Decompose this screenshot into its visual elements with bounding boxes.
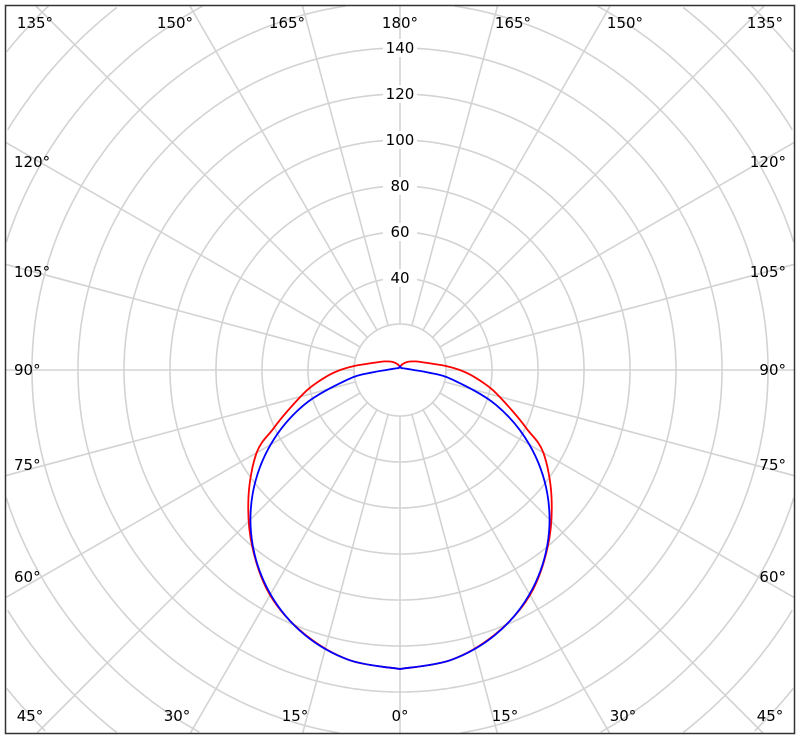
angle-label: 150°	[157, 14, 193, 32]
angle-label: 0°	[391, 707, 408, 725]
grid-ring	[5, 5, 795, 733]
grid	[5, 5, 795, 734]
grid-spoke	[5, 381, 356, 477]
radial-tick-label: 40	[390, 269, 409, 287]
angle-label: 45°	[757, 707, 784, 725]
angle-label: 120°	[14, 153, 50, 171]
angle-label: 45°	[17, 707, 44, 725]
series-curve-2	[249, 365, 551, 670]
angle-label: 75°	[759, 456, 786, 474]
radial-label-bg	[383, 85, 417, 103]
radial-label-bg	[383, 223, 417, 241]
grid-spoke	[5, 263, 356, 359]
angle-label: 105°	[14, 263, 50, 281]
angle-label: 15°	[282, 707, 309, 725]
radial-tick-label: 60	[390, 223, 409, 241]
grid-spoke	[5, 141, 361, 348]
radial-tick-label: 80	[390, 177, 409, 195]
grid-ring	[31, 5, 769, 734]
grid-spoke	[301, 414, 389, 734]
radial-label-bg	[383, 269, 417, 287]
radial-label-bg	[383, 131, 417, 149]
radial-label-bg	[383, 177, 417, 195]
plot-frame	[4, 4, 796, 735]
grid-ring	[353, 323, 447, 417]
angle-label: 60°	[759, 568, 786, 586]
grid-spoke	[444, 263, 795, 359]
radial-label-bg	[383, 39, 417, 57]
angle-label: 75°	[14, 456, 41, 474]
radial-tick-label: 140	[386, 39, 415, 57]
grid-spoke	[439, 141, 795, 348]
angle-label: 120°	[750, 153, 786, 171]
angle-label: 30°	[164, 707, 191, 725]
radial-tick-label: 120	[386, 85, 415, 103]
angle-label: 60°	[14, 568, 41, 586]
grid-ring	[6, 5, 794, 732]
angle-label: 165°	[269, 14, 305, 32]
grid-spoke	[301, 5, 389, 326]
grid-spoke	[189, 5, 378, 331]
grid-spoke	[439, 392, 795, 599]
grid-spoke	[411, 5, 499, 326]
angle-label: 30°	[610, 707, 637, 725]
grid-ring	[7, 6, 793, 734]
grid-spoke	[5, 392, 361, 599]
grid-spoke	[431, 401, 764, 734]
grid-spoke	[36, 401, 369, 734]
grid-spoke	[35, 5, 369, 339]
grid-spoke	[411, 414, 499, 734]
angle-label: 135°	[17, 14, 53, 32]
grid-spoke	[444, 381, 795, 477]
angle-label: 90°	[759, 361, 786, 379]
angle-label: 135°	[747, 14, 783, 32]
angle-label: 150°	[607, 14, 643, 32]
angle-label: 105°	[750, 263, 786, 281]
grid-spoke	[422, 409, 611, 734]
curves	[247, 360, 553, 670]
grid-spoke	[422, 5, 611, 331]
grid-spoke	[189, 409, 378, 734]
grid-spoke	[431, 5, 765, 339]
angle-label: 180°	[382, 14, 418, 32]
angle-label: 90°	[14, 361, 41, 379]
angle-label: 165°	[495, 14, 531, 32]
radial-tick-label: 100	[386, 131, 415, 149]
labels: 40 60 80 100 120 140 135° 150° 165° 180° 165° 150° 1…	[14, 14, 786, 725]
angle-label: 15°	[492, 707, 519, 725]
